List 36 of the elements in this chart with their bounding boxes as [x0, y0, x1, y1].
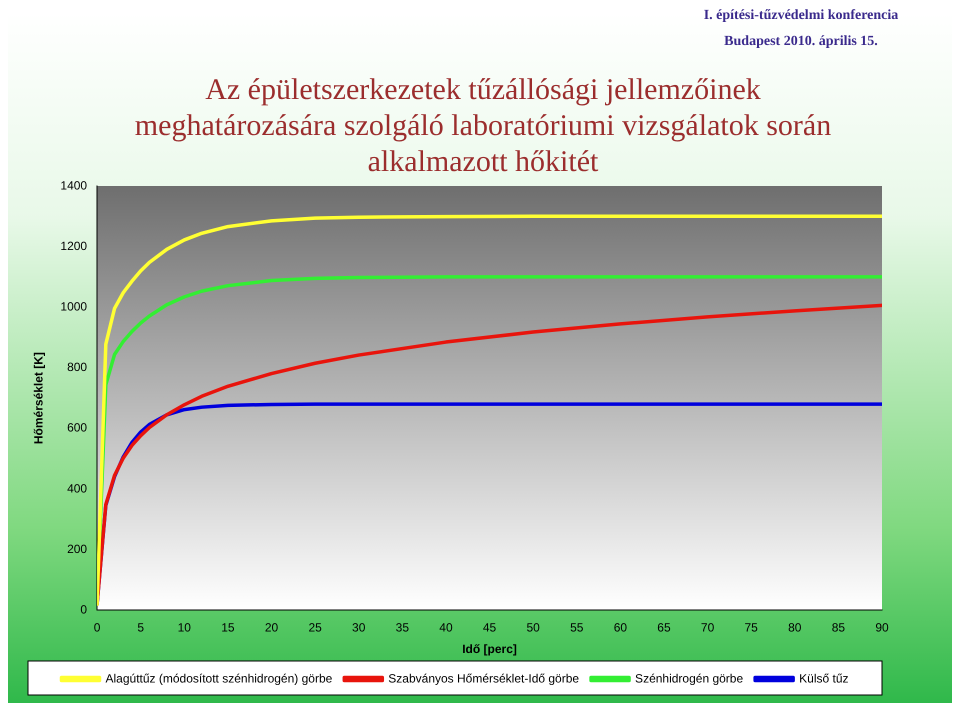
x-tick-label: 30 — [352, 620, 366, 635]
legend-label: Külső tűz — [799, 671, 848, 686]
legend-label: Szénhidrogén görbe — [635, 671, 744, 686]
x-tick-label: 0 — [94, 620, 101, 635]
x-tick-label: 20 — [264, 620, 279, 635]
y-tick-label: 800 — [67, 360, 88, 374]
legend-label: Szabványos Hőmérséklet-Idő görbe — [388, 671, 580, 686]
x-tick-label: 70 — [700, 620, 715, 635]
y-tick-label: 400 — [67, 481, 88, 496]
x-tick-label: 55 — [570, 620, 584, 635]
x-tick-label: 75 — [744, 620, 758, 635]
y-tick-label: 0 — [80, 602, 88, 617]
y-tick-label: 1200 — [60, 238, 88, 253]
x-tick-label: 35 — [396, 620, 410, 635]
y-tick-label: 1400 — [60, 178, 88, 192]
text: Budapest 2010. április 15. — [723, 34, 879, 50]
y-tick-label: 600 — [67, 420, 88, 435]
x-tick-label: 60 — [614, 620, 628, 635]
chart-title: Az épületszerkezetek tűzállósági jellemzőinek meghatározására szolgáló laboratóriumi vizsgálatok során alkalmazott hőkitét — [134, 72, 832, 180]
x-tick-label: 10 — [178, 620, 192, 635]
x-tick-label: 65 — [657, 620, 671, 635]
x-tick-label: 40 — [439, 620, 453, 635]
legend-label: Alagúttűz (módosított szénhidrogén) görbe — [106, 671, 333, 686]
y-axis-title: Hőmérséklet [K] — [32, 352, 46, 444]
text: I. építési-tűzvédelmi konferencia — [702, 8, 900, 24]
x-tick-label: 25 — [308, 620, 322, 635]
x-tick-label: 80 — [788, 620, 802, 635]
x-tick-label: 50 — [526, 620, 540, 635]
y-tick-label: 200 — [67, 542, 88, 556]
x-tick-label: 5 — [137, 620, 144, 635]
x-tick-label: 45 — [482, 620, 497, 635]
x-tick-label: 15 — [221, 620, 235, 635]
x-tick-label: 90 — [875, 620, 889, 635]
x-tick-label: 85 — [832, 620, 846, 635]
y-tick-label: 1000 — [60, 300, 88, 314]
x-axis-title: Idő [perc] — [462, 642, 517, 656]
